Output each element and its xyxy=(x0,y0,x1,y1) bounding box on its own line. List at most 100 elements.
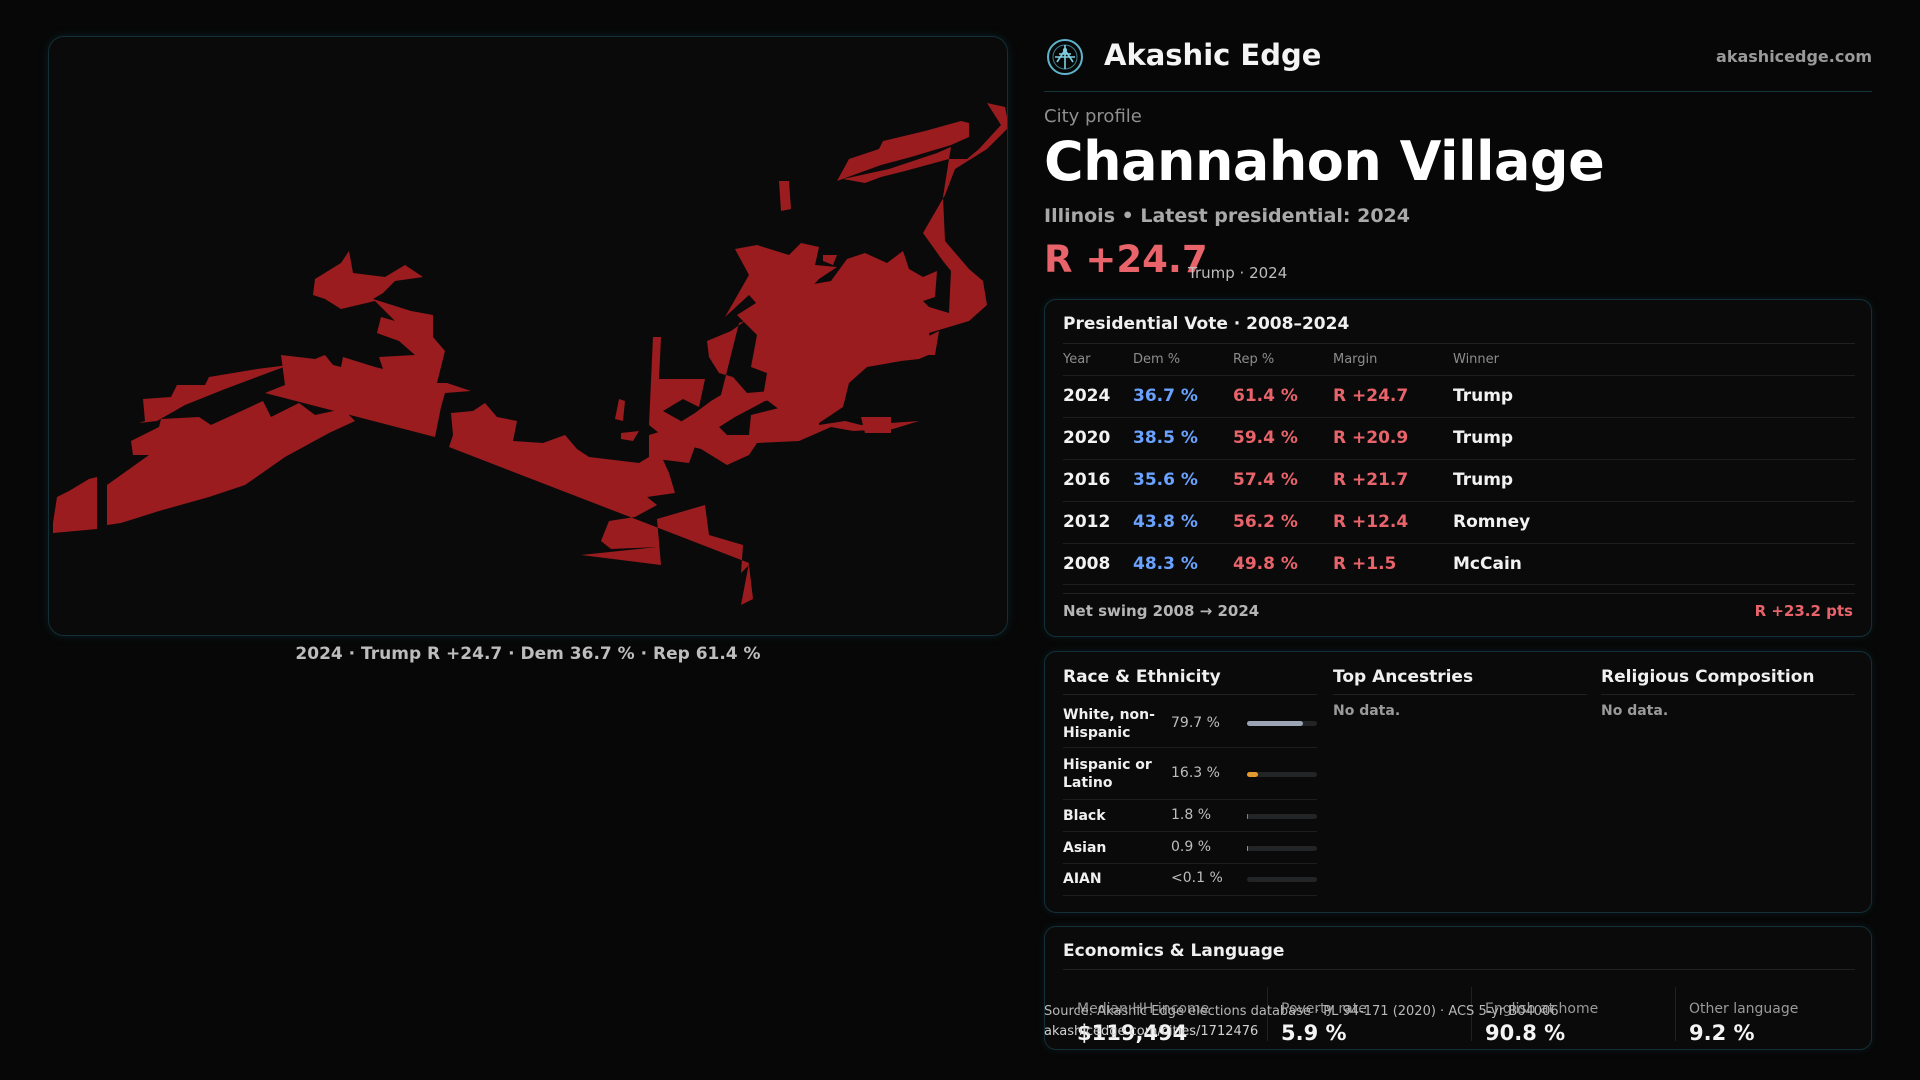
presidential-vote-card: Presidential Vote · 2008–2024 Year Dem %… xyxy=(1044,299,1872,637)
econ-value: $119,494 xyxy=(1077,1021,1188,1045)
col-header-winner: Winner xyxy=(1453,352,1500,367)
net-swing-value: R +23.2 pts xyxy=(1754,602,1853,620)
boundary-segment xyxy=(449,403,753,605)
row-winner: Trump xyxy=(1453,470,1514,490)
table-row[interactable]: 2024 36.7 % 61.4 % R +24.7 Trump xyxy=(1063,375,1855,417)
city-boundary-map[interactable] xyxy=(49,37,1008,636)
card-divider xyxy=(1063,969,1855,970)
latest-margin: R +24.7 xyxy=(1044,238,1208,281)
card-divider xyxy=(1601,694,1855,695)
race-ethnicity-column: Race & Ethnicity White, non-Hispanic 79.… xyxy=(1063,652,1317,914)
boundary-segment xyxy=(893,277,903,301)
boundary-segment xyxy=(53,477,97,533)
boundary-segment xyxy=(107,401,355,525)
row-rep: 56.2 % xyxy=(1233,512,1298,532)
economics-title: Economics & Language xyxy=(1063,941,1285,961)
table-row[interactable]: 2020 38.5 % 59.4 % R +20.9 Trump xyxy=(1063,417,1855,459)
econ-value: 9.2 % xyxy=(1689,1021,1755,1045)
race-ethnicity-title: Race & Ethnicity xyxy=(1063,667,1221,687)
col-header-margin: Margin xyxy=(1333,352,1378,367)
net-swing-label: Net swing 2008 → 2024 xyxy=(1063,602,1260,620)
city-boundary-shape xyxy=(53,103,1007,605)
econ-other-language: Other language 9.2 % xyxy=(1689,987,1859,1045)
race-bar-fill xyxy=(1247,721,1303,726)
race-label: Asian xyxy=(1063,840,1107,856)
row-dem: 35.6 % xyxy=(1133,470,1198,490)
boundary-segment xyxy=(773,347,785,367)
race-label: White, non-Hispanic xyxy=(1063,707,1155,741)
row-year: 2008 xyxy=(1063,554,1111,574)
table-row[interactable]: 2016 35.6 % 57.4 % R +21.7 Trump xyxy=(1063,459,1855,501)
race-bar xyxy=(1247,772,1317,777)
boundary-segment xyxy=(779,181,791,211)
ancestries-empty: No data. xyxy=(1333,703,1401,719)
presidential-vote-title: Presidential Vote · 2008–2024 xyxy=(1063,314,1350,334)
race-label: AIAN xyxy=(1063,871,1102,887)
row-dem: 43.8 % xyxy=(1133,512,1198,532)
table-row[interactable]: 2008 48.3 % 49.8 % R +1.5 McCain xyxy=(1063,543,1855,585)
race-bar-fill xyxy=(1247,814,1249,819)
boundary-segment xyxy=(861,417,891,433)
econ-label: Poverty rate xyxy=(1281,1001,1367,1017)
map-panel[interactable] xyxy=(48,36,1008,636)
econ-label: English at home xyxy=(1485,1001,1599,1017)
site-domain[interactable]: akashicedge.com xyxy=(1716,47,1872,66)
card-divider xyxy=(1063,694,1317,695)
page-title: Channahon Village xyxy=(1044,130,1605,193)
race-pct: 16.3 % xyxy=(1171,765,1220,781)
race-row-asian: Asian 0.9 % xyxy=(1063,832,1317,864)
row-year: 2024 xyxy=(1063,386,1111,406)
boundary-segment xyxy=(265,251,471,437)
source-url[interactable]: akashicedge.com/cities/1712476 xyxy=(1044,1024,1259,1039)
race-row-black: Black 1.8 % xyxy=(1063,800,1317,832)
row-year: 2016 xyxy=(1063,470,1111,490)
race-pct: <0.1 % xyxy=(1171,870,1223,886)
row-dem: 36.7 % xyxy=(1133,386,1198,406)
race-bar xyxy=(1247,721,1317,726)
boundary-segment xyxy=(927,331,939,355)
econ-english-at-home: English at home 90.8 % xyxy=(1485,987,1665,1045)
race-row-hispanic: Hispanic or Latino 16.3 % xyxy=(1063,748,1317,800)
row-dem: 48.3 % xyxy=(1133,554,1198,574)
econ-label: Median HH income xyxy=(1077,1001,1210,1017)
row-year: 2012 xyxy=(1063,512,1111,532)
race-bar-fill xyxy=(1247,846,1249,851)
row-rep: 57.4 % xyxy=(1233,470,1298,490)
econ-label: Other language xyxy=(1689,1001,1799,1017)
race-bar xyxy=(1247,814,1317,819)
boundary-segment xyxy=(837,121,969,181)
source-note: Source: Akashic Edge elections database … xyxy=(1044,1004,1559,1019)
econ-divider xyxy=(1675,987,1676,1041)
site-header: Akashic Edge akashicedge.com xyxy=(1044,34,1872,92)
boundary-segment xyxy=(737,103,1007,423)
col-header-rep: Rep % xyxy=(1233,352,1275,367)
race-row-aian: AIAN <0.1 % xyxy=(1063,864,1317,896)
boundary-segment xyxy=(615,399,625,421)
map-caption: 2024 · Trump R +24.7 · Dem 36.7 % · Rep … xyxy=(295,644,761,664)
boundary-segment xyxy=(621,431,639,441)
brand-name[interactable]: Akashic Edge xyxy=(1104,38,1322,72)
row-margin: R +21.7 xyxy=(1333,470,1409,490)
boundary-segment xyxy=(649,321,799,467)
profile-subtitle: Illinois • Latest presidential: 2024 xyxy=(1044,205,1411,227)
race-label: Hispanic or Latino xyxy=(1063,757,1152,791)
race-pct: 79.7 % xyxy=(1171,715,1220,731)
row-winner: Romney xyxy=(1453,512,1531,532)
row-margin: R +12.4 xyxy=(1333,512,1409,532)
religion-column: Religious Composition No data. xyxy=(1601,652,1855,914)
boundary-segment xyxy=(139,365,289,423)
religion-empty: No data. xyxy=(1601,703,1669,719)
col-header-dem: Dem % xyxy=(1133,352,1181,367)
econ-divider xyxy=(1267,987,1268,1041)
row-year: 2020 xyxy=(1063,428,1111,448)
race-pct: 1.8 % xyxy=(1171,807,1212,823)
religion-title: Religious Composition xyxy=(1601,667,1815,687)
race-label: Black xyxy=(1063,808,1106,824)
akashic-edge-logo-icon[interactable] xyxy=(1046,38,1084,76)
econ-divider xyxy=(1471,987,1472,1041)
boundary-segment xyxy=(823,255,837,265)
econ-poverty-rate: Poverty rate 5.9 % xyxy=(1281,987,1461,1045)
row-winner: McCain xyxy=(1453,554,1522,574)
profile-eyebrow: City profile xyxy=(1044,106,1142,127)
table-row[interactable]: 2012 43.8 % 56.2 % R +12.4 Romney xyxy=(1063,501,1855,543)
